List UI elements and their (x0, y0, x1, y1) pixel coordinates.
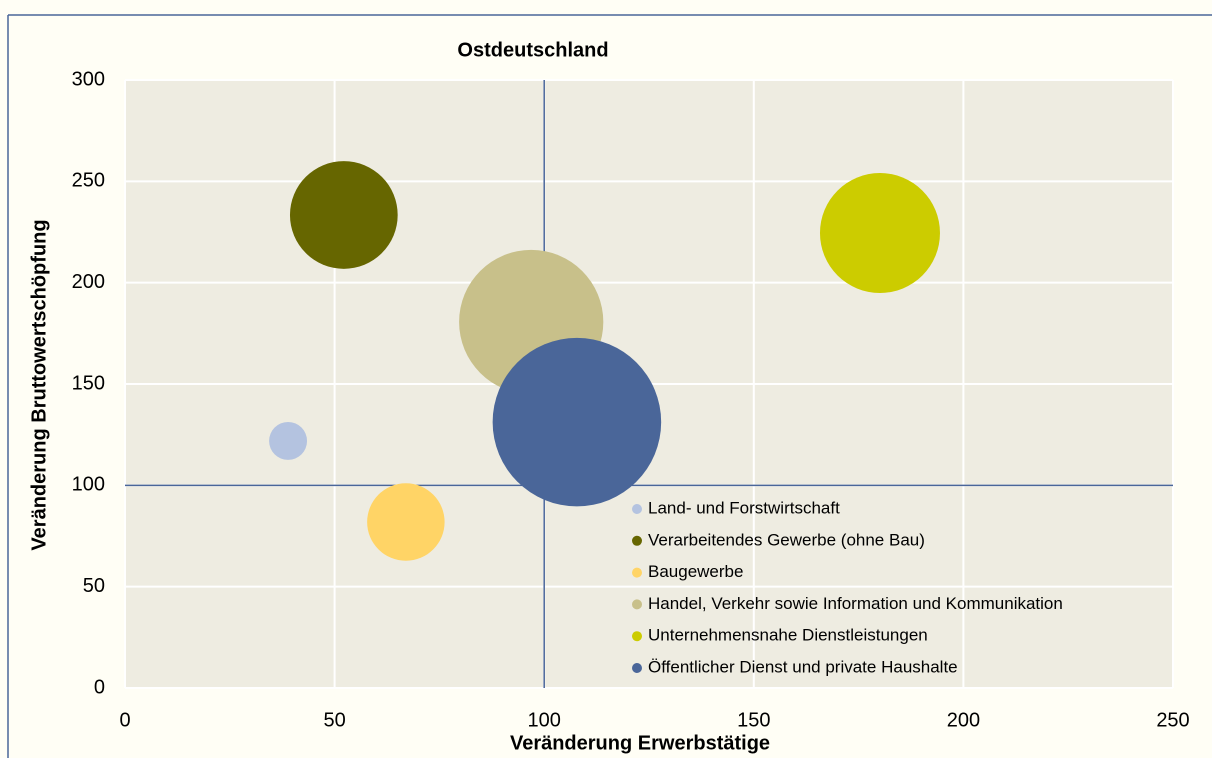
y-tick-label: 50 (83, 575, 105, 597)
bubble (492, 337, 662, 507)
legend-label: Öffentlicher Dienst und private Haushalt… (648, 657, 958, 676)
legend-label: Land- und Forstwirtschaft (648, 498, 840, 517)
y-tick-label: 300 (72, 68, 105, 90)
legend-label: Baugewerbe (648, 562, 743, 581)
legend-label: Verarbeitendes Gewerbe (ohne Bau) (648, 530, 925, 549)
x-tick-label: 150 (737, 709, 770, 731)
legend-marker (632, 663, 642, 673)
y-tick-label: 100 (72, 474, 105, 496)
y-tick-label: 250 (72, 170, 105, 192)
y-tick-label: 150 (72, 372, 105, 394)
legend-marker (632, 567, 642, 578)
chart-title: Ostdeutschland (457, 39, 608, 61)
legend-label: Handel, Verkehr sowie Information und Ko… (648, 594, 1063, 613)
x-tick-label: 250 (1156, 709, 1189, 731)
bubble (367, 483, 445, 561)
y-tick-label: 200 (72, 271, 105, 293)
legend-marker (632, 599, 642, 610)
x-axis-title: Veränderung Erwerbstätige (510, 732, 770, 754)
legend-marker (632, 535, 642, 546)
bubble (819, 173, 940, 294)
x-tick-label: 0 (119, 709, 130, 731)
x-tick-label: 200 (947, 709, 980, 731)
legend-marker (632, 504, 642, 514)
x-tick-label: 50 (323, 709, 345, 731)
legend-label: Unternehmensnahe Dienstleistungen (648, 626, 928, 645)
x-tick-label: 100 (528, 709, 561, 731)
bubble (289, 161, 398, 269)
legend-marker (632, 631, 642, 642)
y-axis-title: Veränderung Bruttowertschöpfung (28, 219, 50, 550)
bubble (269, 421, 308, 460)
y-tick-label: 0 (94, 676, 105, 698)
